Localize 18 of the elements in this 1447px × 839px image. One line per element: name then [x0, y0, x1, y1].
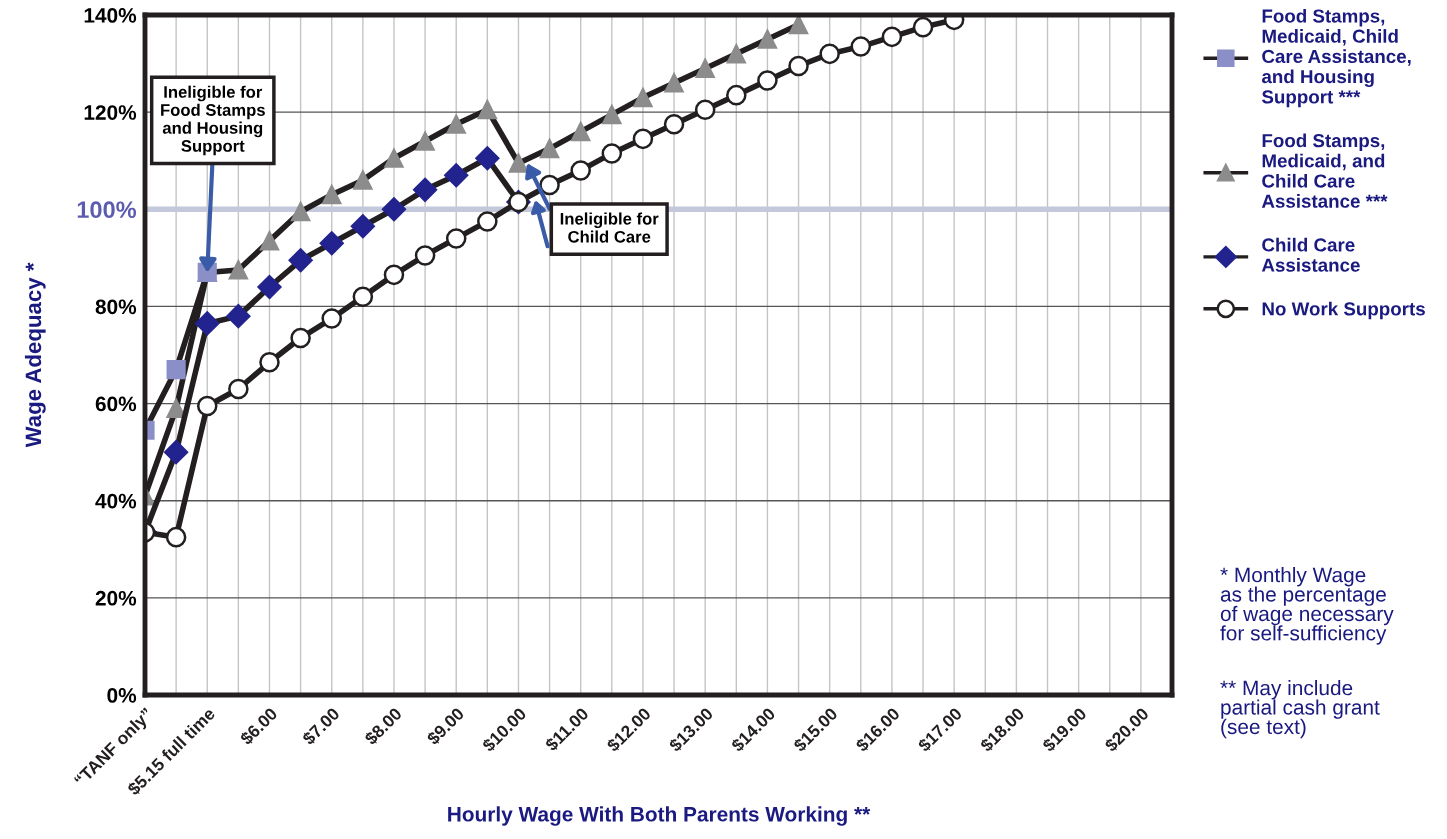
text: ** May include partial cash grant (see text): [1220, 680, 1380, 739]
legend-label: Food Stamps, Medicaid, and Child Care Assistance ***: [1261, 133, 1388, 208]
legend-label: Child Care Assistance: [1261, 237, 1360, 272]
y-tick-label: 60%: [95, 396, 137, 412]
y-tick-label: 40%: [95, 493, 137, 509]
x-axis-title: Hourly Wage With Both Parents Working **: [448, 806, 871, 826]
y-tick-label: 100%: [77, 201, 137, 219]
y-tick-label: 120%: [84, 105, 137, 120]
y-tick-label: 20%: [95, 590, 137, 606]
y-axis-title: Wage Adequacy *: [24, 262, 46, 448]
annotation: Ineligible for Child Care: [560, 212, 659, 243]
y-tick-label: 0%: [107, 688, 137, 703]
annotation: Ineligible for Food Stamps and Housing Support: [161, 85, 265, 156]
y-tick-label: 140%: [84, 8, 137, 23]
y-tick-label: 80%: [95, 299, 137, 315]
text: * Monthly Wage as the percentage of wage necessary for self-sufficiency: [1220, 567, 1394, 645]
legend-label: No Work Supports: [1262, 301, 1425, 320]
legend-label: Food Stamps, Medicaid, Child Care Assistance, and Housing Support ***: [1261, 8, 1411, 108]
